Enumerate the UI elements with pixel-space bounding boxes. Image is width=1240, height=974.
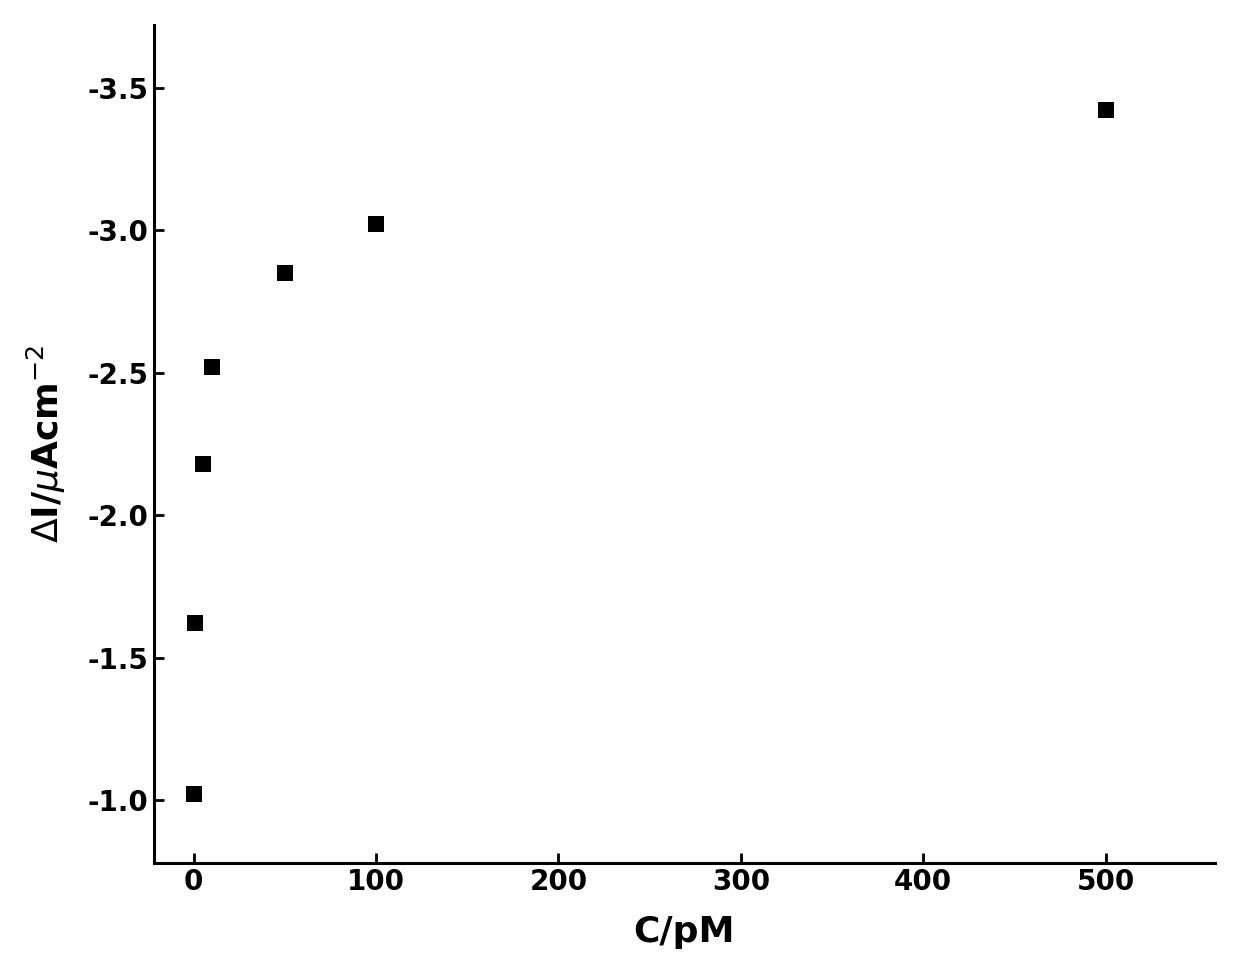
X-axis label: C/pM: C/pM (634, 915, 735, 949)
Point (275, 265, 295, 281)
Y-axis label: $\Delta$I/$\mu$Acm$^{-2}$: $\Delta$I/$\mu$Acm$^{-2}$ (25, 345, 68, 543)
Point (202, 359, 222, 375)
Point (1096, 102, 1116, 118)
Point (184, 787, 203, 803)
Point (186, 616, 206, 631)
Point (366, 216, 386, 232)
Point (193, 456, 213, 471)
